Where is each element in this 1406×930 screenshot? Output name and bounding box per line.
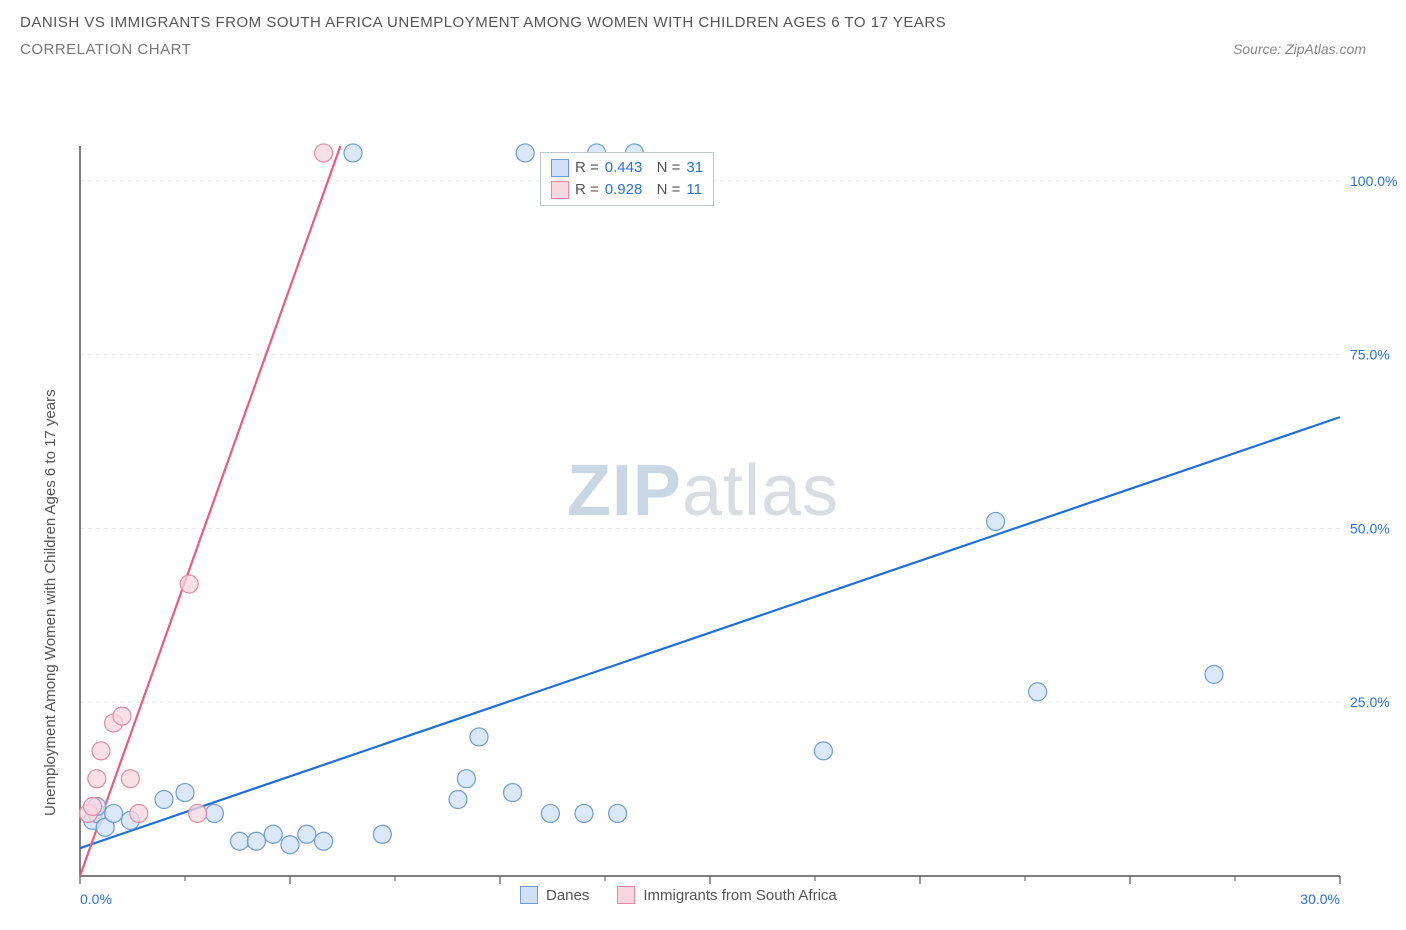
swatch-immigrants <box>551 181 569 199</box>
legend-item-immigrants: Immigrants from South Africa <box>617 886 836 904</box>
chart-subtitle: CORRELATION CHART <box>20 41 191 58</box>
svg-text:30.0%: 30.0% <box>1300 891 1340 907</box>
chart-title: DANISH VS IMMIGRANTS FROM SOUTH AFRICA U… <box>20 14 1386 31</box>
stats-row-danes: R =0.443 N =31 <box>551 157 703 179</box>
swatch-danes <box>551 159 569 177</box>
stats-legend: R =0.443 N =31 R =0.928 N =11 <box>540 152 714 206</box>
stats-row-immigrants: R =0.928 N =11 <box>551 179 703 201</box>
source-label: Source: ZipAtlas.com <box>1233 41 1386 57</box>
series-legend: Danes Immigrants from South Africa <box>520 886 837 904</box>
svg-text:75.0%: 75.0% <box>1350 347 1390 363</box>
swatch-danes-icon <box>520 886 538 904</box>
chart-area: ZIPatlas 25.0%50.0%75.0%100.0%0.0%30.0% … <box>0 66 1406 916</box>
svg-text:100.0%: 100.0% <box>1350 173 1397 189</box>
svg-text:25.0%: 25.0% <box>1350 694 1390 710</box>
swatch-immigrants-icon <box>617 886 635 904</box>
svg-text:50.0%: 50.0% <box>1350 520 1390 536</box>
y-axis-label: Unemployment Among Women with Children A… <box>42 389 59 816</box>
svg-text:0.0%: 0.0% <box>80 891 112 907</box>
legend-item-danes: Danes <box>520 886 589 904</box>
